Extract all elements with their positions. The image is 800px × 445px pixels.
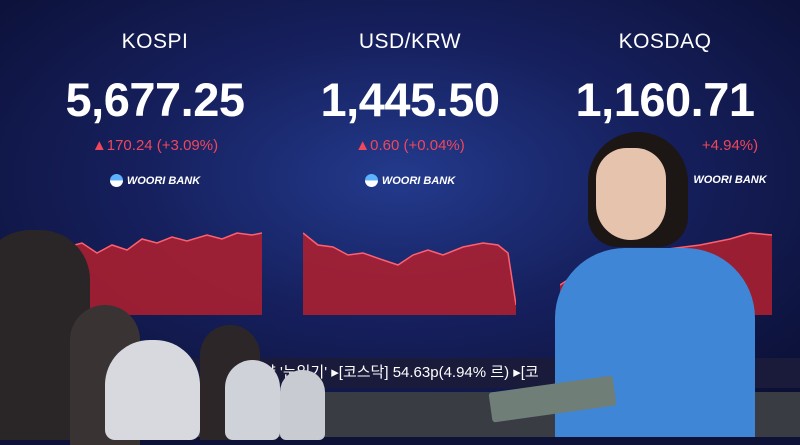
usd-krw-chart	[303, 232, 516, 315]
index-change: ▲170.24 (+3.09%)	[91, 137, 219, 154]
index-value: 5,677.25	[65, 73, 245, 126]
index-name: KOSDAQ	[618, 30, 712, 53]
office-chair	[225, 360, 280, 440]
index-change: ▲0.60 (+0.04%)	[355, 137, 465, 154]
kosdaq-panel: KOSDAQ 1,160.71 +4.94%) WOORI BANK	[540, 30, 790, 186]
chart-line	[303, 232, 516, 306]
bank-logo: WOORI BANK	[30, 174, 280, 187]
bank-logo: WOORI BANK	[693, 174, 767, 186]
kospi-panel: KOSPI 5,677.25 ▲170.24 (+3.09%) WOORI BA…	[30, 30, 280, 187]
office-chair	[105, 340, 200, 440]
index-value: 1,445.50	[320, 73, 500, 126]
office-chair	[280, 370, 325, 440]
bank-logo: WOORI BANK	[285, 174, 535, 187]
chart-area	[303, 233, 516, 315]
index-change: +4.94%)	[701, 137, 759, 154]
woman-face	[596, 148, 666, 240]
index-value: 1,160.71	[575, 73, 755, 126]
usd-krw-panel: USD/KRW 1,445.50 ▲0.60 (+0.04%) WOORI BA…	[285, 30, 535, 187]
woori-logo-icon	[109, 174, 123, 187]
chart-area	[47, 233, 262, 315]
index-name: USD/KRW	[358, 30, 462, 53]
woori-logo-icon	[364, 174, 378, 187]
index-name: KOSPI	[121, 30, 189, 53]
